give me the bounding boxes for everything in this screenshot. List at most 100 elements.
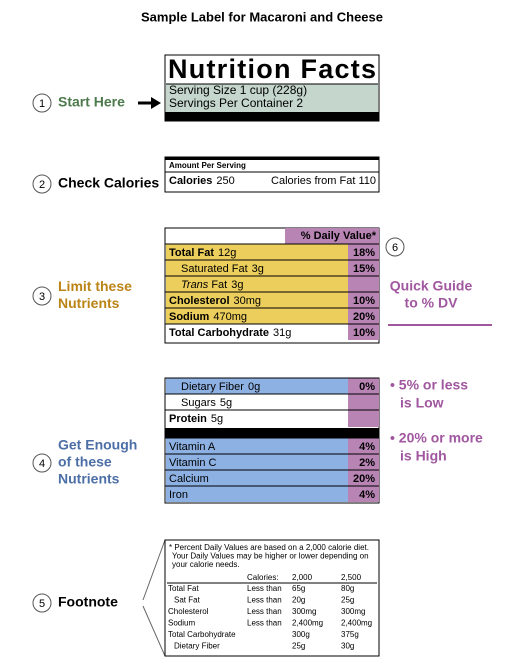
servings: Servings Per Container 2	[169, 96, 303, 110]
step-label: Check Calories	[58, 175, 159, 191]
nutrient-name: Iron	[169, 489, 188, 501]
nutrient-amount: 5g	[220, 397, 232, 409]
nutrient: Dietary Fiber 0g	[181, 381, 260, 393]
nutrient-amount: 31g	[273, 327, 291, 339]
calories-from-fat: Calories from Fat 110	[271, 175, 376, 187]
nutrient: Sodium 470mg	[169, 311, 247, 323]
footnote-limit: Less than	[247, 596, 282, 605]
daily-value: 20%	[353, 473, 375, 485]
serving-size: Serving Size 1 cup (228g)	[169, 83, 307, 97]
bracket-line	[142, 605, 166, 657]
nutrient-name: Sugars	[181, 397, 216, 409]
step-label: Start Here	[58, 94, 125, 110]
step-number: 6	[392, 242, 398, 254]
dv-cell	[348, 244, 379, 260]
step-number: 4	[39, 458, 45, 470]
footnote-value: 2,400mg	[292, 619, 323, 628]
footnote-nutrient: Sat Fat	[174, 596, 201, 605]
row-bg	[166, 378, 348, 394]
label-box	[164, 156, 380, 193]
daily-value: 20%	[353, 311, 375, 323]
label-heading: Nutrition Facts	[168, 54, 376, 84]
arrow-head	[151, 97, 161, 109]
footnote-header: 2,500	[341, 573, 362, 582]
footnote-value: 30g	[341, 642, 354, 651]
nutrient-amount: 470mg	[213, 311, 247, 323]
guide-title: to % DV	[405, 295, 459, 311]
footnote-text: your calorie needs.	[172, 560, 240, 569]
step-label: Footnote	[58, 594, 118, 610]
step-badge	[32, 286, 52, 306]
daily-value: 10%	[353, 295, 375, 307]
daily-value: 18%	[353, 247, 375, 259]
step-badge	[32, 593, 52, 613]
row-bg	[166, 454, 348, 470]
nutrient-amount: 30mg	[234, 295, 262, 307]
nutrient: Cholesterol 30mg	[169, 295, 261, 307]
dv-cell	[348, 470, 379, 486]
dv-cell	[348, 410, 379, 427]
nutrient: Trans Fat 3g	[181, 279, 243, 291]
dv-header: % Daily Value*	[301, 230, 377, 242]
label-box	[164, 539, 380, 657]
nutrient-amount: 5g	[211, 413, 223, 425]
footnote-limit: Less than	[247, 607, 282, 616]
thick-rule	[165, 157, 379, 160]
footnote-nutrient: Total Carbohydrate	[168, 630, 236, 639]
row-bg	[166, 324, 348, 340]
nutrient-name: Calcium	[169, 473, 209, 485]
nutrient-name: Dietary Fiber	[181, 381, 244, 393]
dv-cell	[348, 324, 379, 340]
step-badge	[32, 453, 52, 473]
row-bg	[166, 244, 348, 260]
step-number: 2	[39, 179, 45, 191]
footnote-limit: Less than	[247, 619, 282, 628]
daily-value: 4%	[359, 441, 375, 453]
footnote-text: * Percent Daily Values are based on a 2,…	[169, 543, 369, 552]
calories-name: Calories	[169, 175, 212, 187]
guide-low: • 5% or less	[390, 377, 468, 393]
nutrient-amount: 3g	[231, 279, 243, 291]
step-label: Nutrients	[58, 295, 120, 311]
nutrient: Saturated Fat 3g	[181, 263, 264, 275]
nutrient-name: Cholesterol	[169, 295, 230, 307]
step-badge	[32, 174, 52, 194]
nutrient: Vitamin A	[169, 441, 216, 453]
nutrient-name: Sodium	[169, 311, 210, 323]
nutrient: Iron	[169, 489, 188, 501]
footnote-value: 65g	[292, 584, 305, 593]
calories-amount: 250	[216, 175, 234, 187]
footnote-header: Calories:	[247, 573, 279, 582]
step-badge	[385, 237, 405, 257]
dv-cell	[348, 486, 379, 502]
nutrient: Protein 5g	[169, 413, 223, 425]
thick-rule	[165, 112, 379, 121]
dv-cell	[348, 394, 379, 410]
daily-value: 0%	[359, 381, 375, 393]
row-bg	[166, 260, 348, 276]
nutrient-name: Protein	[169, 413, 207, 425]
bracket-line	[142, 539, 166, 601]
daily-value: 4%	[359, 489, 375, 501]
thick-rule	[165, 428, 379, 438]
step-number: 3	[39, 291, 45, 303]
footnote-nutrient: Sodium	[168, 619, 195, 628]
footnote-value: 300g	[292, 630, 310, 639]
footnote-value: 300mg	[292, 607, 316, 616]
footnote-value: 80g	[341, 584, 354, 593]
nutrient: Total Carbohydrate 31g	[169, 327, 291, 339]
nutrient-italic: Trans	[181, 279, 209, 291]
row-bg	[166, 394, 348, 410]
dv-cell	[348, 378, 379, 394]
row-bg	[166, 292, 348, 308]
footnote-limit: Less than	[247, 584, 282, 593]
nutrient-name: Saturated Fat	[181, 263, 248, 275]
row-bg	[166, 308, 348, 324]
dv-header-bg	[285, 228, 379, 244]
dv-cell	[348, 454, 379, 470]
dv-cell	[348, 260, 379, 276]
row-bg	[166, 486, 348, 502]
footnote-nutrient: Dietary Fiber	[174, 642, 220, 651]
guide-title: Quick Guide	[390, 278, 473, 294]
